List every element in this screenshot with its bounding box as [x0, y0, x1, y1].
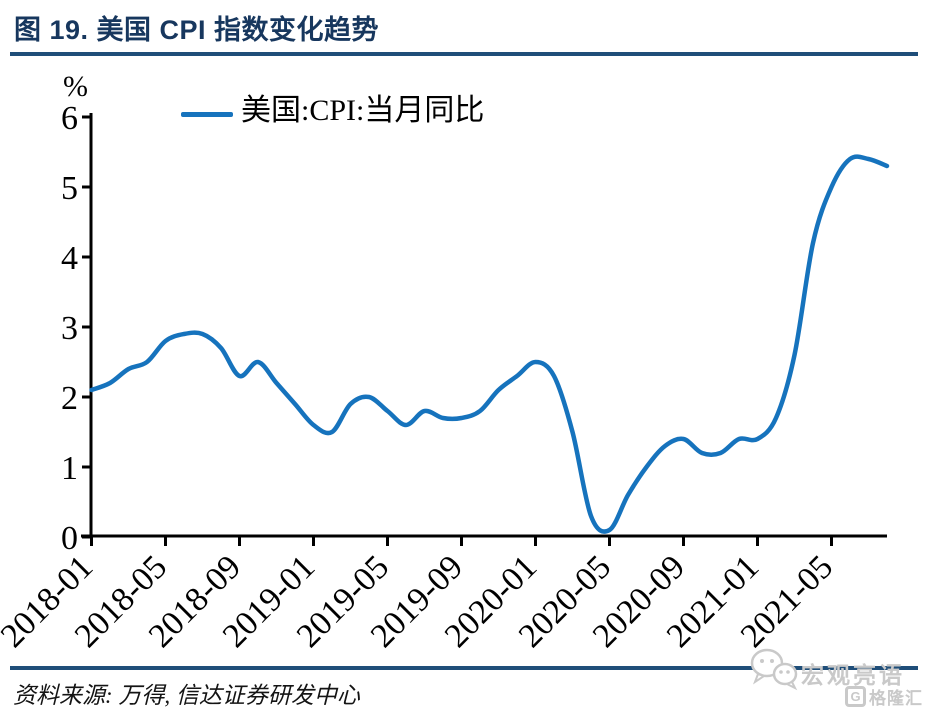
gelonghui-g-icon: G: [845, 686, 866, 707]
cpi-series-line: [89, 154, 890, 534]
figure-title: 图 19. 美国 CPI 指数变化趋势: [14, 15, 380, 45]
bottom-divider-rule: [10, 666, 918, 670]
wechat-bubbles-icon: [750, 648, 798, 691]
axes: [81, 113, 887, 539]
legend-line-swatch: [181, 111, 233, 117]
y-tick-label: 4: [61, 240, 78, 277]
y-tick-label: 3: [61, 310, 78, 347]
gelonghui-logo: G 格隆汇: [845, 684, 923, 709]
y-tick-label: 2: [61, 380, 78, 417]
chart-legend: 美国:CPI:当月同比: [181, 85, 484, 129]
gelonghui-logo-text: 格隆汇: [869, 689, 923, 708]
legend-series-label: 美国:CPI:当月同比: [241, 94, 485, 127]
y-tick-label: 5: [61, 170, 78, 207]
y-tick-label: 1: [61, 450, 78, 487]
y-tick-label: 6: [61, 100, 78, 137]
x-axis-ticks: 2018-012018-052018-092019-012019-052019-…: [0, 536, 840, 655]
y-axis-unit-label: %: [63, 70, 88, 103]
cpi-line-chart: 0 1 2 3 4 5 6 2018-012018-052018-092019-012019-…: [0, 100, 890, 655]
y-axis-ticks: 0 1 2 3 4 5 6: [61, 100, 91, 557]
top-divider-rule: [10, 52, 918, 56]
y-tick-label: 0: [61, 520, 78, 557]
wechat-account-watermark: 宏观亮语: [801, 662, 905, 688]
source-note: 资料来源: 万得, 信达证券研发中心: [13, 683, 360, 708]
